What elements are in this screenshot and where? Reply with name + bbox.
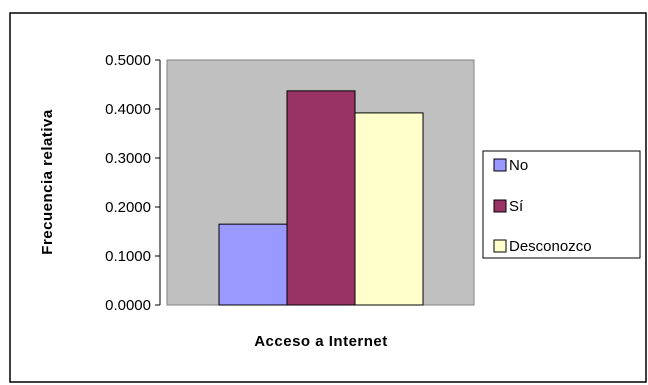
y-tick-label: 0.0000 — [105, 297, 151, 314]
legend-label: Sí — [509, 198, 524, 215]
bar-2 — [286, 90, 356, 306]
legend-box — [482, 150, 641, 259]
legend-label: Desconozco — [509, 238, 592, 255]
bar-3 — [354, 112, 424, 306]
bars-group — [218, 90, 424, 306]
y-tick-label: 0.3000 — [105, 150, 151, 167]
legend-swatch — [493, 158, 507, 172]
legend-group: No Sí Desconozco — [493, 157, 592, 255]
y-tick-label: 0.1000 — [105, 248, 151, 265]
y-ticks-group: 0.0000 0.1000 0.2000 0.3000 0.4000 0.5000 — [105, 52, 160, 314]
y-axis-title: Frecuencia relativa — [39, 109, 56, 255]
legend-label: No — [509, 157, 528, 174]
y-tick-label: 0.5000 — [105, 52, 151, 69]
legend-swatch — [493, 239, 507, 253]
bar-1 — [218, 223, 288, 306]
y-tick-label: 0.2000 — [105, 199, 151, 216]
y-tick-label: 0.4000 — [105, 101, 151, 118]
legend-swatch — [493, 199, 507, 213]
x-axis-title: Acceso a Internet — [254, 333, 388, 350]
